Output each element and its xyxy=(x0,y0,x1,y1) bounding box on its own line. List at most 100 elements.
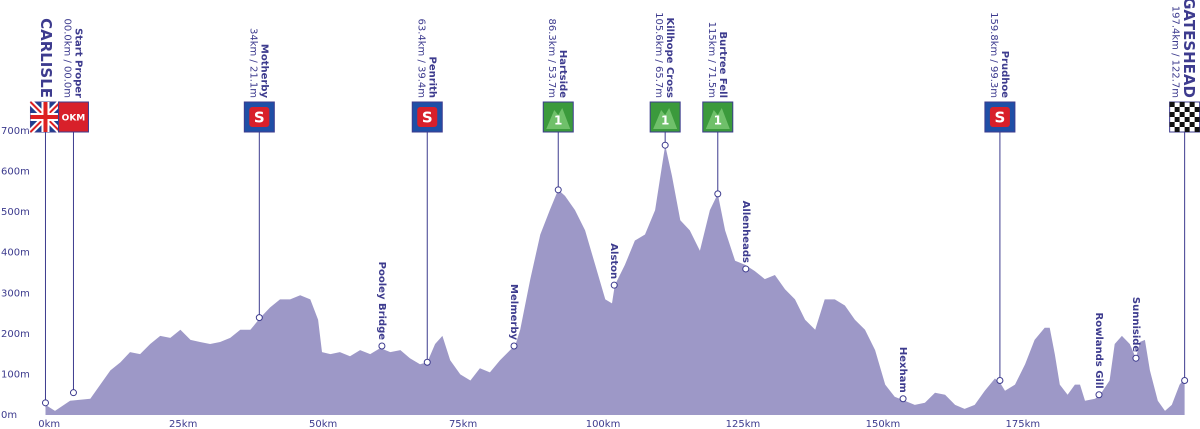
town-label: Sunniside xyxy=(1130,297,1141,353)
x-tick-label: 100km xyxy=(586,419,621,429)
marker-name: Prudhoe xyxy=(999,51,1010,99)
y-tick-label: 400m xyxy=(1,248,30,259)
town-label: Pooley Bridge xyxy=(376,262,387,341)
icon-text: OKM xyxy=(62,114,86,124)
start-bg xyxy=(57,101,89,133)
y-tick-label: 600m xyxy=(1,167,30,178)
y-tick-label: 200m xyxy=(1,329,30,340)
marker-point xyxy=(1181,377,1189,385)
marker-name: Start Proper xyxy=(72,28,83,98)
finish-square xyxy=(1169,122,1175,127)
x-tick-label: 150km xyxy=(866,419,901,429)
town-point xyxy=(510,342,518,350)
finish-square xyxy=(1174,107,1180,112)
town-point xyxy=(378,342,386,350)
marker-icon xyxy=(28,99,63,135)
marker-distance: 34km / 21.1m xyxy=(247,28,258,98)
marker-name: Burtree Fell xyxy=(717,32,728,99)
y-tick-label: 100m xyxy=(1,369,30,380)
marker-icon: 1 xyxy=(649,101,681,133)
x-tick-label: 25km xyxy=(169,419,197,429)
climb-mountain xyxy=(653,108,678,129)
flag-cross-red xyxy=(30,102,61,132)
marker-icon: S xyxy=(984,101,1016,133)
finish-square xyxy=(1174,117,1180,122)
marker-icon: OKM xyxy=(57,101,89,133)
sprint-inner xyxy=(417,107,438,127)
finish-square xyxy=(1189,112,1195,117)
finish-square xyxy=(1169,102,1175,107)
x-tick-label: 0km xyxy=(38,419,60,429)
marker-point xyxy=(996,377,1004,385)
x-tick-label: 125km xyxy=(726,419,761,429)
profile-area xyxy=(45,145,1185,415)
marker-icon xyxy=(1169,101,1200,133)
icon-text: S xyxy=(422,109,433,127)
town-label: Rowlands Gill xyxy=(1093,313,1104,389)
town-point xyxy=(610,281,618,289)
y-tick-label: 0m xyxy=(1,410,17,421)
marker-distance: 86.3km / 53.7m xyxy=(546,18,557,98)
finish-square xyxy=(1169,112,1175,117)
icon-text: 1 xyxy=(661,114,669,128)
icon-text: 1 xyxy=(714,114,722,128)
finish-square xyxy=(1179,102,1185,107)
finish-square xyxy=(1184,107,1190,112)
marker-name: GATESHEAD xyxy=(1180,0,1198,98)
marker-icon: 1 xyxy=(542,101,574,133)
climb-mountain xyxy=(546,108,571,129)
finish-square xyxy=(1189,102,1195,107)
finish-square xyxy=(1174,127,1180,132)
finish-square xyxy=(1184,117,1190,122)
icon-text: S xyxy=(995,109,1006,127)
town-label: Allenheads xyxy=(740,201,751,263)
finish-square xyxy=(1179,122,1185,127)
town-label: Melmerby xyxy=(508,284,519,340)
x-tick-label: 175km xyxy=(1006,419,1041,429)
marker-point xyxy=(661,141,669,149)
marker-icon: S xyxy=(411,101,443,133)
finish-square xyxy=(1194,107,1200,112)
marker-point xyxy=(255,314,263,322)
marker-icon: 1 xyxy=(702,101,734,133)
icon-text: 1 xyxy=(554,114,562,128)
marker-distance: 197.4km / 122.7m xyxy=(1170,6,1181,98)
y-tick-label: 700m xyxy=(1,126,30,137)
marker-icon: S xyxy=(243,101,275,133)
marker-distance: 115km / 71.5m xyxy=(706,22,717,98)
town-label: Alston xyxy=(608,243,619,279)
marker-distance: 105.6km / 65.7m xyxy=(653,12,664,98)
marker-distance: 00.0km / 00.0m xyxy=(61,18,72,98)
marker-distance: 159.8km / 99.3m xyxy=(988,12,999,98)
marker-name: CARLISLE xyxy=(37,18,55,98)
town-point xyxy=(1095,391,1103,399)
town-point xyxy=(1132,354,1140,362)
sprint-inner xyxy=(989,107,1010,127)
y-tick-label: 300m xyxy=(1,288,30,299)
y-tick-label: 500m xyxy=(1,207,30,218)
marker-name: Hartside xyxy=(557,50,568,98)
marker-distance: 63.4km / 39.4m xyxy=(415,18,426,98)
finish-square xyxy=(1194,117,1200,122)
town-point xyxy=(899,395,907,403)
sprint-inner xyxy=(249,107,270,127)
finish-square xyxy=(1179,112,1185,117)
marker-point xyxy=(554,186,562,194)
marker-point xyxy=(69,389,77,397)
marker-point xyxy=(423,358,431,366)
town-point xyxy=(742,265,750,273)
icon-text: S xyxy=(254,109,265,127)
marker-point xyxy=(41,399,49,407)
x-tick-label: 50km xyxy=(309,419,337,429)
town-label: Hexham xyxy=(897,347,908,393)
marker-name: Motherby xyxy=(258,44,269,99)
x-tick-label: 75km xyxy=(449,419,477,429)
marker-name: Killhope Cross xyxy=(664,18,675,99)
marker-point xyxy=(714,190,722,198)
climb-mountain xyxy=(705,108,730,129)
finish-square xyxy=(1194,127,1200,132)
finish-square xyxy=(1184,127,1190,132)
marker-name: Penrith xyxy=(426,57,437,99)
finish-square xyxy=(1189,122,1195,127)
